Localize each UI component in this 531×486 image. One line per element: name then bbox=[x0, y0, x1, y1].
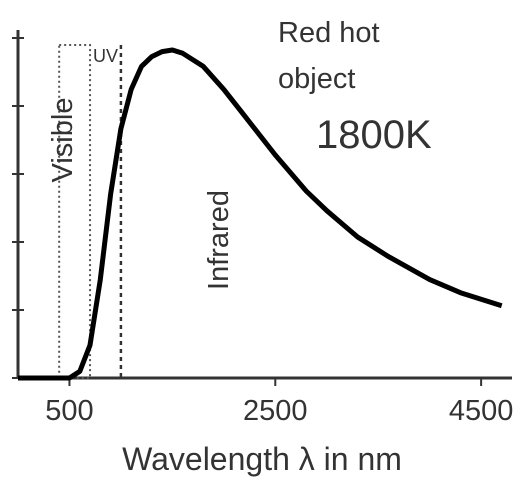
uv-label: UV bbox=[93, 46, 118, 66]
series-line bbox=[18, 47, 503, 381]
x-tick-label: 4500 bbox=[449, 395, 514, 427]
x-tick-labels: 500 2500 4500 bbox=[45, 395, 513, 427]
visible-band bbox=[58, 44, 92, 379]
x-tick-label: 500 bbox=[45, 395, 93, 427]
x-axis-label: Wavelength λ in nm bbox=[122, 441, 402, 477]
infrared-label: Infrared bbox=[203, 190, 235, 290]
object-label-line2: object bbox=[278, 63, 355, 95]
visible-label: Visible bbox=[47, 98, 79, 183]
temperature-label: 1800K bbox=[316, 113, 432, 157]
x-tick-label: 2500 bbox=[243, 395, 308, 427]
object-label-line1: Red hot bbox=[278, 17, 380, 49]
